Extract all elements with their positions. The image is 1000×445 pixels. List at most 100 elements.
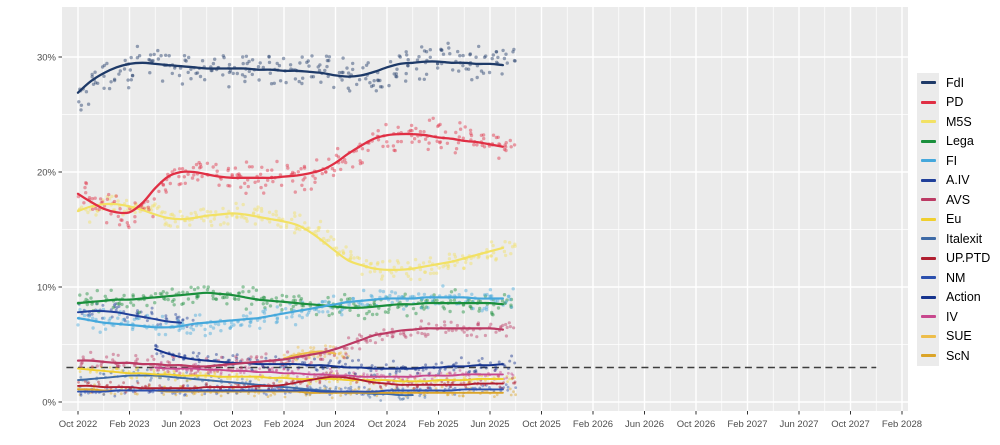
data-point — [177, 73, 182, 78]
data-point — [132, 317, 137, 322]
data-point — [271, 366, 274, 370]
data-point — [339, 298, 343, 302]
data-point — [308, 385, 312, 389]
data-point — [137, 310, 141, 315]
y-tick-label: 0% — [42, 398, 56, 409]
data-point — [376, 138, 381, 142]
legend-item-scn: ScN — [917, 346, 990, 366]
data-point — [258, 326, 262, 330]
data-point — [190, 176, 195, 180]
data-point — [319, 80, 323, 84]
data-point — [452, 368, 456, 372]
data-point — [371, 132, 375, 136]
data-point — [393, 148, 397, 153]
data-point — [109, 212, 113, 216]
data-point — [222, 221, 226, 225]
data-point — [472, 370, 476, 373]
data-point — [369, 261, 373, 266]
data-point — [428, 55, 432, 59]
data-point — [261, 302, 265, 306]
data-point — [410, 294, 415, 299]
data-point — [485, 256, 490, 260]
x-tick-label: Feb 2026 — [573, 419, 613, 430]
data-point — [109, 308, 113, 312]
data-point — [446, 266, 450, 271]
data-point — [174, 369, 178, 372]
data-point — [195, 296, 199, 300]
data-point — [307, 226, 311, 230]
data-point — [321, 310, 325, 314]
data-point — [422, 307, 426, 311]
data-point — [454, 130, 458, 135]
data-point — [500, 72, 504, 76]
data-point — [395, 67, 399, 71]
data-point — [181, 372, 185, 376]
data-point — [182, 175, 186, 179]
x-tick-label: Oct 2027 — [831, 419, 870, 430]
legend-item-fi: FI — [917, 151, 990, 171]
data-point — [105, 61, 109, 66]
data-point — [155, 352, 159, 356]
data-point — [507, 240, 512, 245]
data-point — [337, 352, 341, 356]
data-point — [339, 309, 343, 313]
data-point — [90, 197, 95, 201]
data-point — [84, 181, 88, 185]
data-point — [477, 299, 481, 303]
data-point — [110, 315, 114, 319]
data-point — [117, 301, 122, 306]
data-point — [463, 125, 467, 129]
legend-key-avs — [917, 190, 939, 210]
data-point — [211, 294, 215, 298]
trend-line-fdi — [76, 60, 505, 94]
data-point — [295, 375, 299, 378]
data-point — [483, 293, 487, 297]
data-point — [480, 143, 484, 148]
data-point — [227, 70, 232, 75]
data-point — [177, 182, 181, 187]
data-point — [239, 185, 243, 189]
data-point — [357, 385, 361, 389]
data-point — [479, 366, 483, 370]
data-point — [328, 367, 332, 371]
legend-key-m5s — [917, 112, 939, 132]
data-point — [306, 375, 309, 379]
data-point — [251, 286, 255, 290]
data-point — [413, 377, 417, 381]
data-point — [273, 392, 277, 396]
data-point — [221, 355, 225, 359]
data-point — [477, 44, 481, 49]
data-point — [365, 373, 369, 377]
data-point — [497, 156, 501, 160]
data-point — [384, 383, 388, 387]
data-point — [112, 77, 117, 82]
data-point — [209, 324, 213, 328]
data-point — [305, 384, 309, 388]
data-point — [163, 210, 167, 215]
legend-swatch-sue — [920, 334, 936, 338]
data-point — [177, 328, 181, 333]
data-point — [390, 327, 394, 331]
data-point — [488, 386, 491, 389]
data-point — [468, 52, 472, 56]
data-point — [395, 369, 398, 373]
legend-label-aiv: A.IV — [946, 173, 970, 187]
data-point — [375, 312, 379, 316]
data-point — [363, 386, 366, 389]
data-point — [437, 266, 441, 270]
data-point — [304, 393, 308, 397]
x-tick-label: Jun 2025 — [470, 419, 509, 430]
data-point — [87, 381, 91, 385]
data-point — [193, 313, 198, 317]
data-point — [91, 207, 95, 211]
data-point — [452, 252, 457, 257]
data-point — [347, 387, 350, 390]
data-point — [168, 224, 173, 228]
data-point — [441, 305, 445, 309]
data-point — [310, 54, 314, 58]
data-point — [421, 261, 426, 265]
data-point — [186, 172, 190, 176]
data-point — [250, 367, 254, 371]
data-point — [195, 354, 199, 358]
data-point — [241, 290, 245, 294]
